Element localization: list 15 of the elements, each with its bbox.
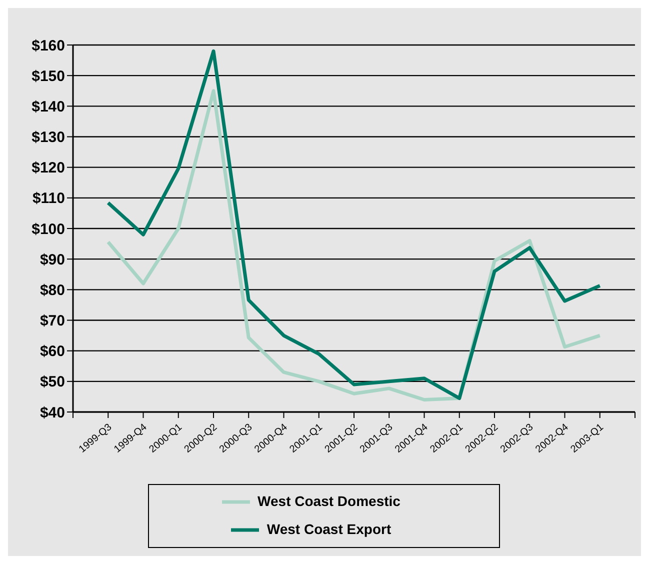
y-tick-label: $110 — [32, 190, 65, 208]
y-tick-label: $130 — [32, 129, 65, 146]
legend-label: West Coast Domestic — [258, 493, 400, 510]
y-tick-label: $70 — [40, 312, 65, 330]
y-tick-label: $90 — [40, 251, 65, 268]
y-tick-label: $60 — [40, 343, 65, 360]
y-tick-label: $80 — [40, 282, 65, 299]
y-tick-label: $120 — [32, 160, 65, 177]
legend-label: West Coast Export — [266, 521, 392, 538]
y-tick-label: $160 — [32, 37, 65, 54]
y-tick-label: $140 — [32, 98, 65, 116]
y-tick-label: $50 — [40, 374, 65, 391]
y-tick-label: $100 — [32, 220, 65, 238]
y-tick-label: $40 — [40, 404, 65, 422]
y-tick-label: $150 — [32, 68, 65, 85]
